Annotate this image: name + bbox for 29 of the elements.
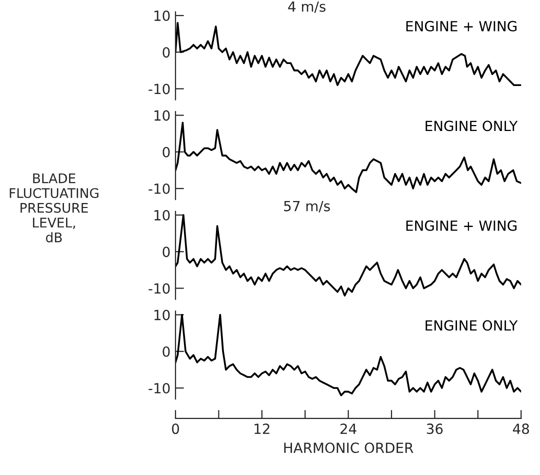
y-tick-label: 10 (154, 210, 170, 221)
y-axis-title: BLADE FLUCTUATING PRESSURE LEVEL, dB (10, 173, 98, 242)
x-tick-label: 0 (172, 424, 179, 434)
line-series (176, 214, 522, 296)
x-tick-label: 48 (512, 424, 529, 434)
y-tick-label: -10 (148, 183, 170, 194)
y-tick-label: 0 (162, 47, 170, 58)
line-series (176, 122, 522, 194)
y-tick-label: 0 (162, 146, 170, 158)
chart-title: 57 m/s (284, 200, 330, 212)
line-series (176, 314, 522, 396)
y-tick-label: 10 (154, 10, 170, 22)
y-tick-label: 0 (162, 246, 170, 258)
x-tick-label: 12 (254, 424, 270, 434)
y-tick-label: 10 (154, 110, 170, 121)
x-tick-label: 36 (426, 424, 443, 434)
y-tick-label: 10 (154, 310, 170, 320)
text: ENGINE ONLY (426, 320, 518, 331)
text: ENGINE + WING (406, 220, 516, 231)
x-axis-title: HARMONIC ORDER (284, 442, 414, 454)
chart-title: 4 m/s (288, 1, 326, 13)
y-tick-label: 0 (162, 346, 170, 357)
text: ENGINE ONLY (426, 120, 518, 132)
line-series (176, 22, 522, 86)
text: ENGINE + WING (406, 20, 516, 32)
x-tick-label: 24 (340, 424, 356, 434)
y-tick-label: -10 (148, 283, 170, 294)
y-tick-label: -10 (148, 84, 170, 94)
y-tick-label: -10 (148, 382, 170, 394)
